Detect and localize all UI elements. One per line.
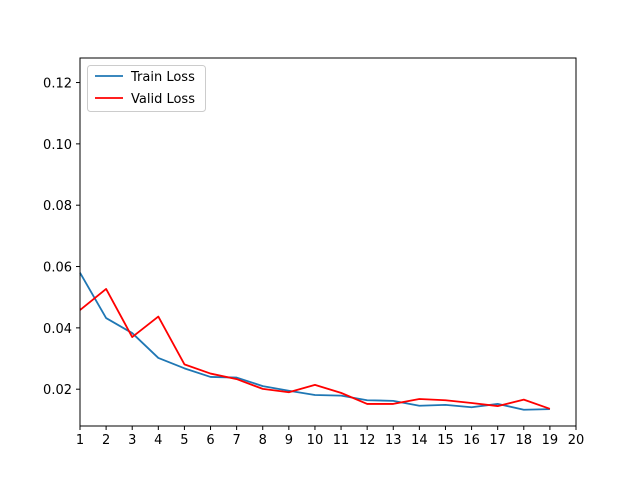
- y-tick-label: 0.04: [43, 322, 72, 337]
- x-tick-label: 16: [463, 433, 480, 448]
- x-tick-label: 14: [411, 433, 428, 448]
- series-layer: [79, 272, 551, 411]
- x-tick-label: 5: [180, 433, 188, 448]
- x-tick-label: 1: [76, 433, 84, 448]
- legend: Train Loss Valid Loss: [87, 65, 206, 112]
- series-line-valid-loss: [79, 288, 551, 410]
- y-tick-label: 0.06: [43, 261, 72, 276]
- x-tick-label: 15: [437, 433, 454, 448]
- x-tick-label: 8: [259, 433, 267, 448]
- x-tick-label: 7: [232, 433, 240, 448]
- x-tick-label: 17: [489, 433, 506, 448]
- series-line-train-loss: [79, 272, 550, 411]
- y-tick-label: 0.10: [43, 138, 72, 153]
- x-axis-ticks: 1 2 3 4 5 6 7 8 9 10 11 12 13 14 15 16 17 18 19 20: [76, 426, 584, 448]
- x-tick-label: 2: [102, 433, 110, 448]
- plot-frame: [79, 57, 577, 427]
- x-tick-label: 12: [359, 433, 376, 448]
- x-tick-label: 19: [542, 433, 559, 448]
- legend-label-train-loss: Train Loss: [130, 70, 195, 85]
- legend-label-valid-loss: Valid Loss: [131, 92, 195, 107]
- x-tick-label: 4: [154, 433, 162, 448]
- x-tick-label: 3: [128, 433, 136, 448]
- x-tick-label: 10: [307, 433, 324, 448]
- plot-area: [80, 58, 576, 426]
- x-tick-label: 9: [285, 433, 293, 448]
- y-tick-label: 0.12: [43, 77, 72, 92]
- y-axis-ticks: 0.02 0.04 0.06 0.08 0.10 0.12: [43, 77, 80, 398]
- x-tick-label: 20: [568, 433, 585, 448]
- x-tick-label: 13: [385, 433, 402, 448]
- x-tick-label: 11: [333, 433, 350, 448]
- x-tick-label: 18: [516, 433, 533, 448]
- y-tick-label: 0.02: [43, 383, 72, 398]
- y-tick-label: 0.08: [43, 199, 72, 214]
- x-tick-label: 6: [206, 433, 214, 448]
- legend-box: [87, 65, 206, 112]
